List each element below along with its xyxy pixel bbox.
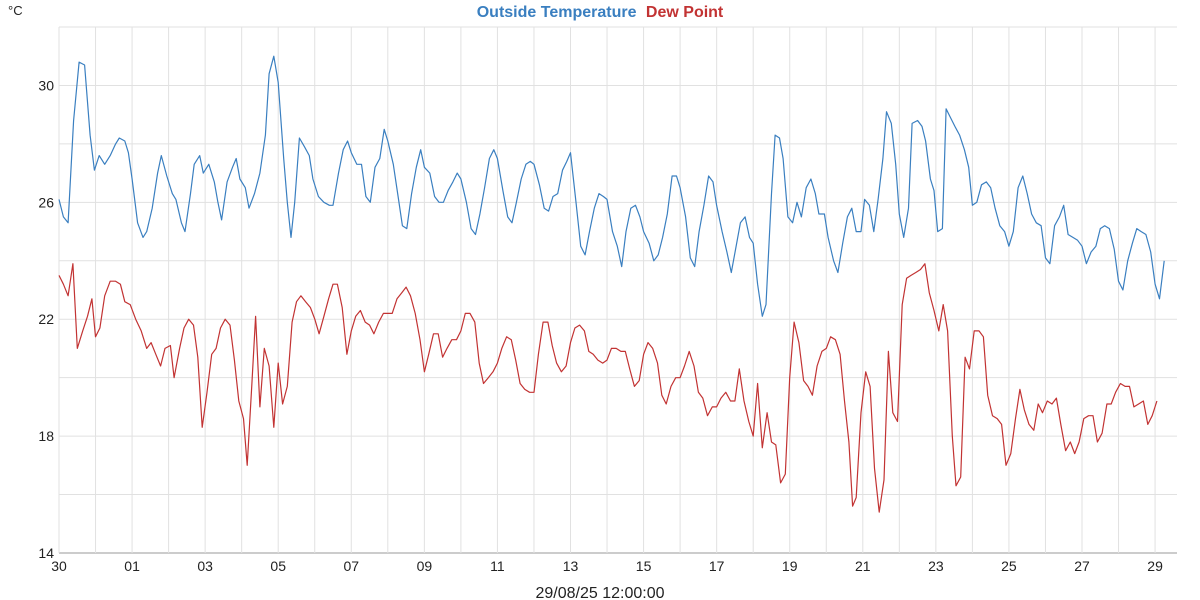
x-tick-label: 23 xyxy=(928,558,944,574)
x-tick-label: 11 xyxy=(490,558,505,574)
y-tick-label: 26 xyxy=(38,194,54,210)
x-tick-label: 01 xyxy=(124,558,140,574)
dew-point-line xyxy=(58,263,1158,513)
y-tick-label: 30 xyxy=(38,77,54,93)
x-tick-label: 07 xyxy=(343,558,359,574)
grid xyxy=(58,26,1177,554)
chart-title: Outside Temperature Dew Point xyxy=(477,4,724,21)
x-tick-label: 05 xyxy=(270,558,286,574)
tick-labels: 14 18 22 26 30 30 01 03 05 07 09 11 13 15 17 19 21 23 25 27… xyxy=(38,77,1163,574)
y-tick-label: 22 xyxy=(38,311,54,327)
x-tick-label: 03 xyxy=(197,558,213,574)
x-tick-label: 27 xyxy=(1074,558,1090,574)
x-tick-label: 13 xyxy=(563,558,579,574)
title-outside-temperature: Outside Temperature xyxy=(477,4,637,21)
x-tick-label: 19 xyxy=(782,558,798,574)
footer-timestamp: 29/08/25 12:00:00 xyxy=(535,585,664,600)
x-tick-label: 29 xyxy=(1147,558,1163,574)
y-tick-label: 14 xyxy=(38,545,54,561)
x-tick-label: 09 xyxy=(417,558,433,574)
x-tick-label: 15 xyxy=(636,558,652,574)
series-layer xyxy=(58,55,1165,513)
y-tick-label: 18 xyxy=(38,428,54,444)
title-dew-point: Dew Point xyxy=(646,4,724,21)
x-tick-label: 25 xyxy=(1001,558,1017,574)
x-tick-label: 21 xyxy=(855,558,871,574)
x-tick-label: 30 xyxy=(51,558,67,574)
y-axis-unit: °C xyxy=(8,3,23,18)
x-tick-label: 17 xyxy=(709,558,725,574)
outside-temperature-line xyxy=(58,55,1165,317)
